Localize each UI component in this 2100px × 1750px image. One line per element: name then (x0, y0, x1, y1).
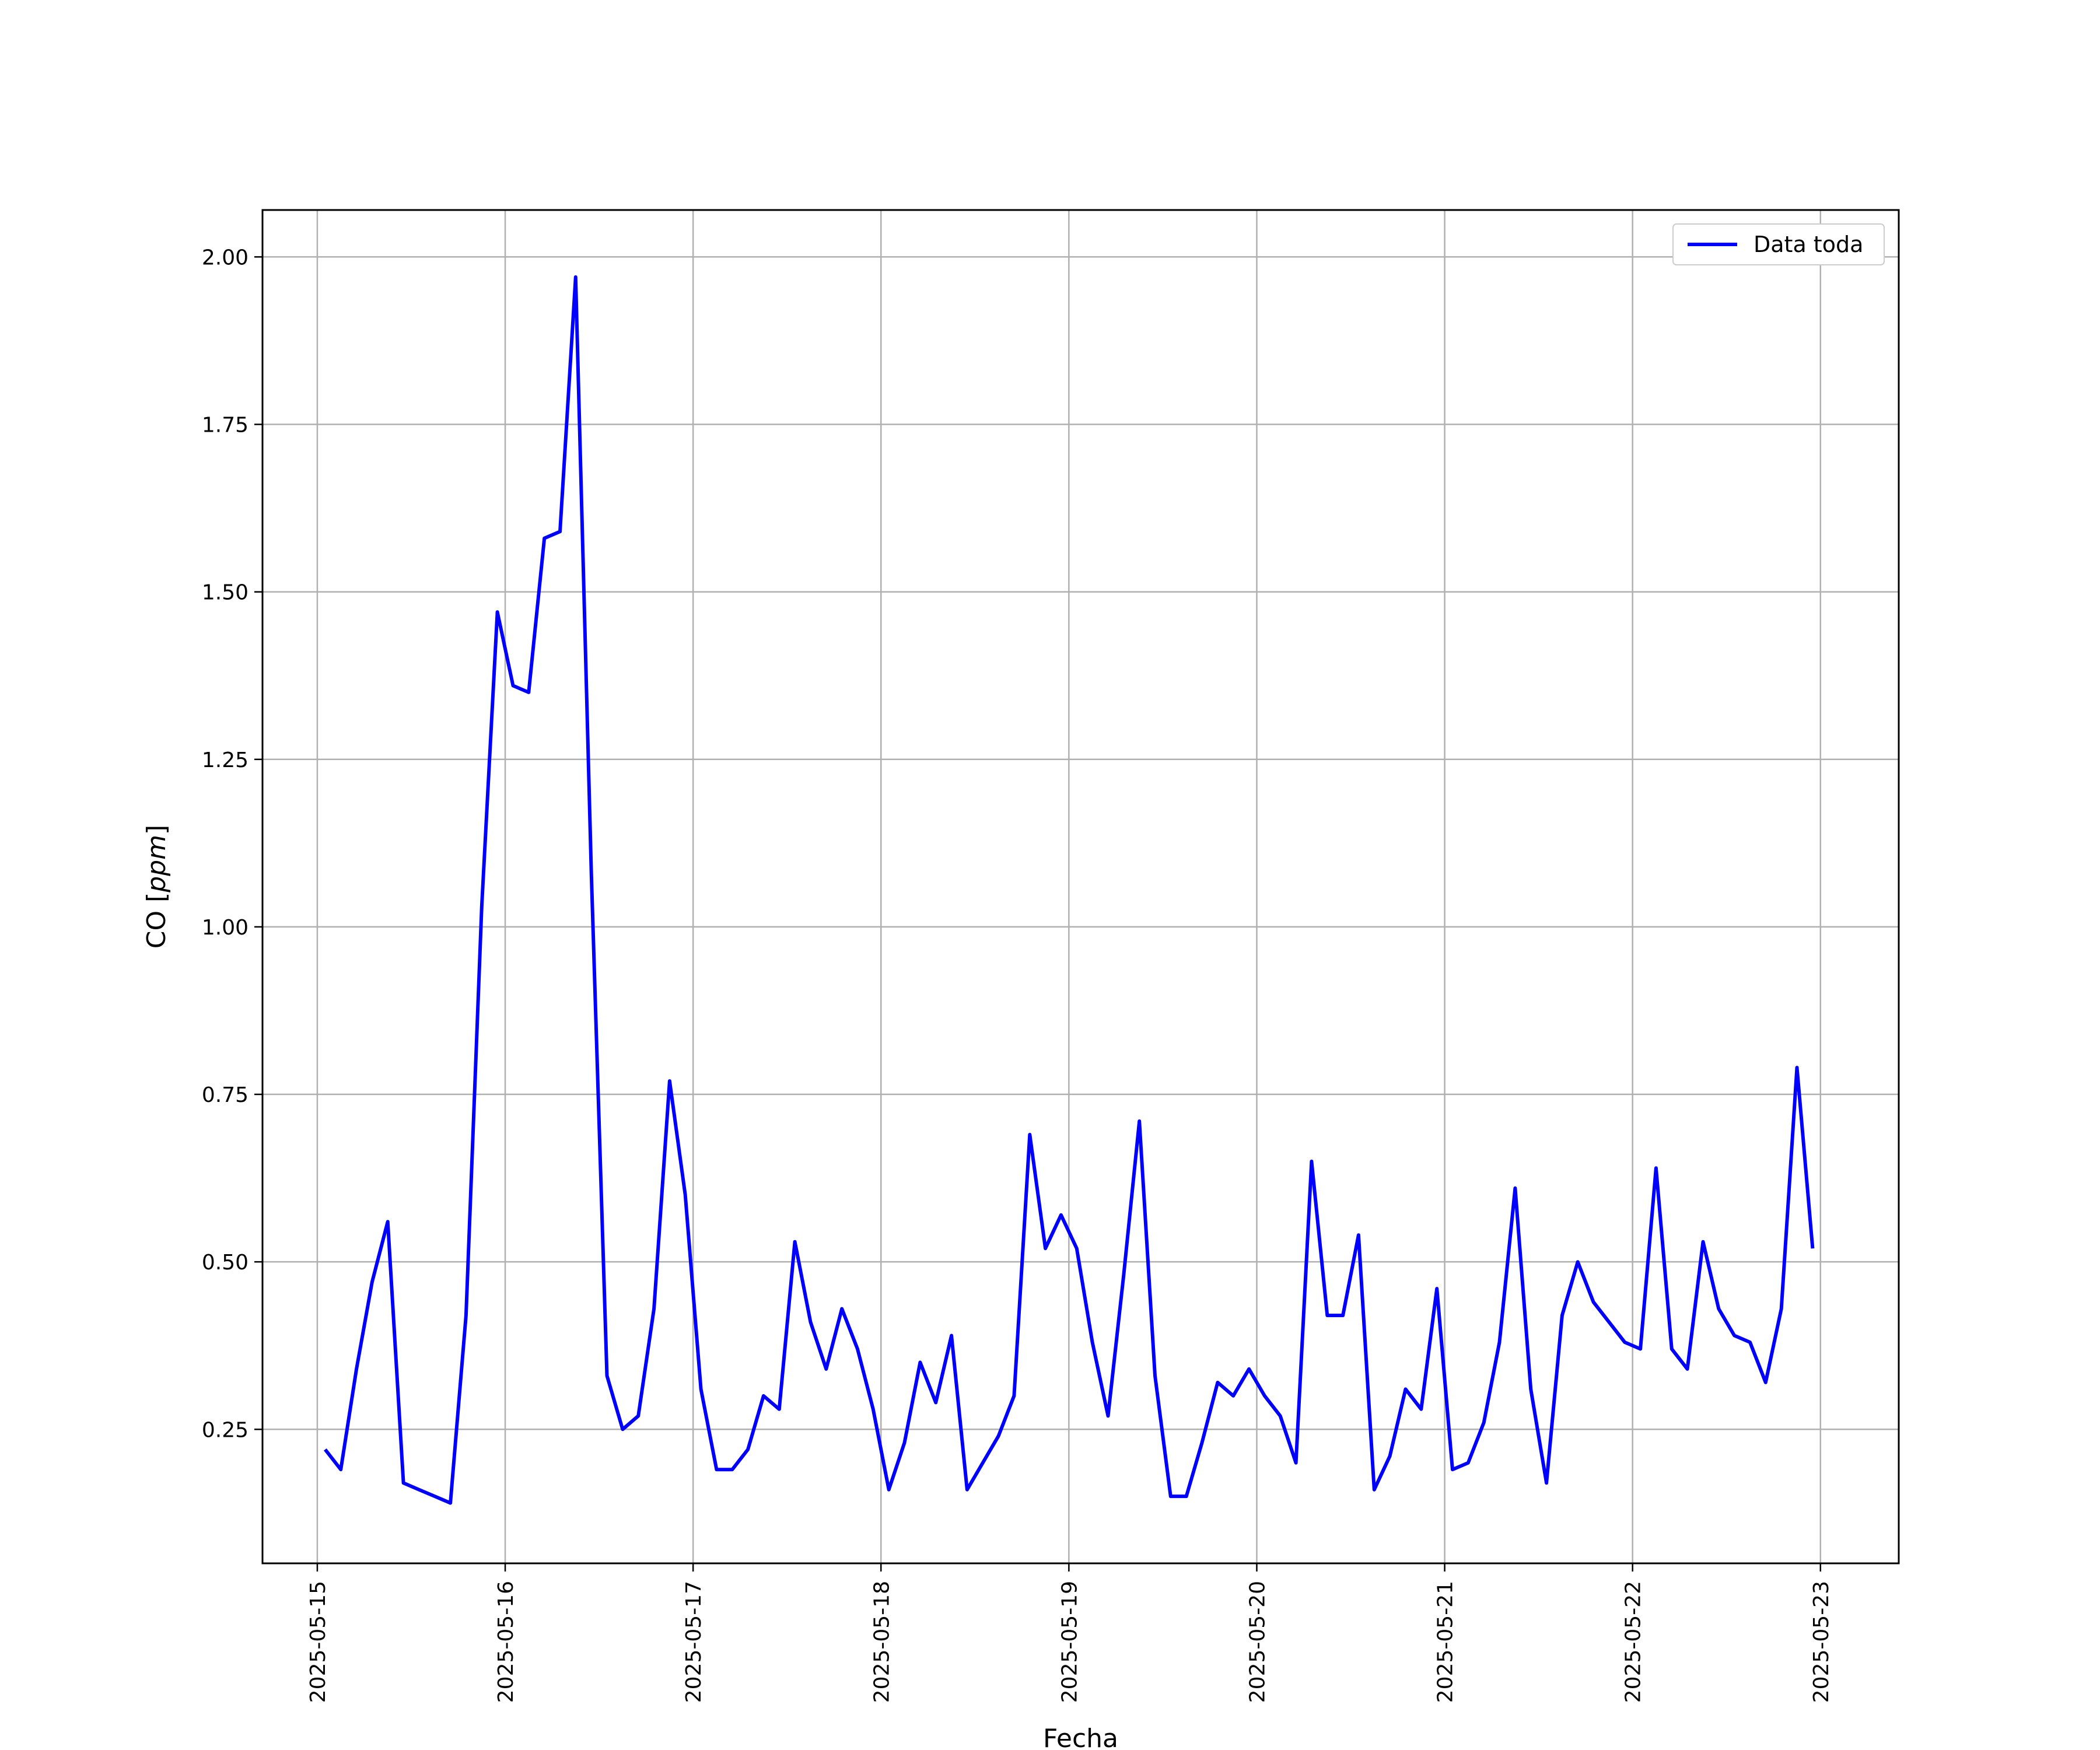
x-axis-title: Fecha (1043, 1724, 1118, 1750)
legend: Data toda (1672, 223, 1885, 265)
x-axis: 2025-05-15 2025-05-16 2025-05-17 2025-05-18… (306, 1563, 1833, 1703)
x-tick-label: 2025-05-17 (682, 1581, 706, 1703)
y-tick-label: 1.25 (202, 748, 249, 772)
x-tick-label: 2025-05-15 (306, 1581, 330, 1703)
axes-frame (261, 209, 1900, 1564)
y-tick-label: 1.75 (202, 414, 249, 438)
x-tick-label: 2025-05-16 (494, 1581, 518, 1703)
legend-label: Data toda (1754, 232, 1863, 257)
y-axis-title-prefix: CO [ (142, 892, 172, 949)
x-tick-label: 2025-05-20 (1245, 1581, 1269, 1703)
x-tick-label: 2025-05-22 (1622, 1581, 1646, 1703)
legend-box (1672, 223, 1885, 265)
x-tick-label: 2025-05-19 (1058, 1581, 1082, 1703)
y-tick-label: 0.75 (202, 1083, 249, 1107)
y-axis-title-unit: ppm (142, 835, 172, 893)
x-tick-label: 2025-05-21 (1434, 1581, 1458, 1703)
y-tick-label: 0.50 (202, 1251, 249, 1275)
y-tick-label: 1.00 (202, 916, 249, 940)
y-axis-title: CO [ppm] (142, 825, 172, 949)
x-tick-label: 2025-05-18 (870, 1581, 894, 1703)
y-axis: 0.25 0.50 0.75 1.00 1.25 1.50 1.75 2.00 (202, 246, 262, 1442)
y-tick-label: 0.25 (202, 1418, 249, 1442)
y-tick-label: 2.00 (202, 246, 249, 270)
series-layer (324, 275, 1815, 1505)
series-line (324, 275, 1815, 1505)
y-tick-label: 1.50 (202, 581, 249, 605)
x-tick-label: 2025-05-23 (1810, 1581, 1833, 1703)
y-axis-title-suffix: ] (142, 825, 172, 835)
